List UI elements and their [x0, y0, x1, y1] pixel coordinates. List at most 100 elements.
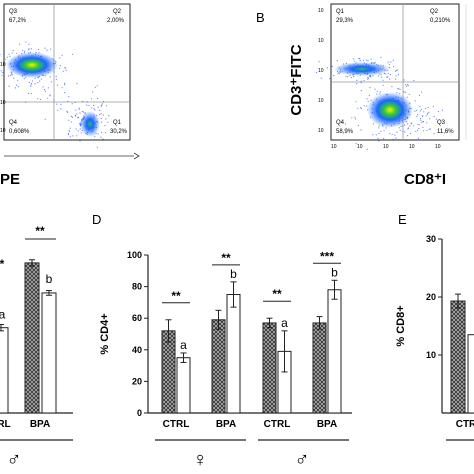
flow-event-dot	[316, 71, 318, 74]
flow-event-dot	[28, 81, 30, 83]
flow-event-dot	[49, 95, 51, 97]
flow-event-dot	[61, 54, 63, 56]
flow-event-dot	[30, 84, 32, 86]
flow-event-dot	[34, 83, 36, 85]
flow-event-dot	[47, 87, 49, 89]
flow-event-dot	[9, 74, 11, 76]
flow-event-dot	[353, 75, 355, 78]
flow-event-dot	[355, 101, 357, 103]
flow-event-dot	[407, 85, 409, 87]
flow-b-xtick: 10	[357, 144, 363, 150]
flow-event-dot	[407, 127, 410, 129]
flow-event-dot	[396, 131, 398, 133]
flow-event-dot	[75, 109, 77, 111]
flow-event-dot	[356, 83, 358, 85]
flow-event-dot	[78, 116, 80, 119]
flow-event-dot	[394, 78, 397, 80]
flow-event-dot	[420, 119, 422, 121]
flow-event-dot	[359, 60, 361, 62]
bar	[211, 319, 226, 414]
flow-b-q2-id: Q2	[430, 9, 439, 15]
flow-event-dot	[68, 130, 70, 132]
flow-event-dot	[429, 118, 431, 120]
flow-event-dot	[11, 52, 13, 54]
flow-event-dot	[352, 58, 354, 60]
flow-event-dot	[404, 91, 406, 93]
group-label-male: ♂	[295, 449, 310, 471]
flow-event-dot	[94, 135, 96, 137]
bar	[161, 330, 176, 414]
bar-letter-label: b	[331, 265, 338, 279]
significance-label: **	[35, 224, 45, 238]
flow-event-dot	[100, 104, 103, 106]
flow-event-dot	[351, 76, 353, 79]
flow-event-dot	[99, 114, 101, 116]
flow-event-dot	[399, 129, 401, 131]
flow-event-dot	[386, 76, 388, 78]
flow-event-dot	[92, 91, 94, 93]
bar-letter-label: a	[0, 308, 6, 322]
significance-label: **	[272, 287, 282, 301]
flow-event-dot	[428, 128, 430, 130]
flow-event-dot	[63, 84, 66, 86]
flow-event-dot	[100, 136, 102, 138]
flow-event-dot	[61, 87, 63, 89]
flow-event-dot	[67, 111, 69, 113]
y-axis-label: % CD8+	[395, 305, 407, 346]
flow-event-dot	[74, 114, 76, 116]
flow-event-dot	[92, 104, 95, 107]
flow-event-dot	[67, 134, 69, 136]
flow-event-dot	[414, 110, 416, 112]
flow-event-dot	[2, 71, 4, 73]
flow-event-dot	[330, 74, 332, 76]
flow-b-xtick: 10	[383, 144, 389, 150]
flow-b-y-label: CD3⁺FITC	[288, 44, 305, 115]
flow-b-q1-id: Q1	[336, 9, 345, 15]
flow-event-dot	[16, 52, 18, 54]
flow-event-dot	[11, 74, 13, 76]
y-tick-label: 20	[132, 376, 142, 386]
y-axis-label: % CD4+	[99, 313, 111, 354]
flow-event-dot	[25, 41, 27, 43]
flow-event-dot	[65, 67, 67, 69]
flow-event-dot	[407, 83, 409, 86]
flow-event-dot	[357, 107, 359, 109]
flow-event-dot	[403, 91, 405, 93]
bar-letter-label: b	[46, 272, 53, 286]
flow-event-dot	[77, 117, 79, 119]
flow-event-dot	[392, 138, 394, 140]
flow-event-dot	[336, 60, 338, 62]
flow-a-q1-id: Q3	[9, 9, 18, 15]
flow-event-dot	[409, 132, 412, 135]
flow-event-dot	[97, 133, 99, 135]
flow-event-dot	[441, 109, 443, 111]
group-label-male: ♂	[7, 449, 22, 471]
flow-event-dot	[16, 84, 18, 86]
flow-event-dot	[394, 70, 397, 72]
flow-event-dot	[407, 135, 409, 137]
flow-event-dot	[55, 75, 57, 77]
flow-event-dot	[417, 123, 419, 125]
flow-event-dot	[86, 101, 88, 103]
flow-event-dot	[37, 48, 40, 51]
flow-event-dot	[413, 80, 415, 82]
flow-event-dot	[377, 75, 379, 77]
flow-a-q4-pct: 30,2%	[110, 129, 128, 135]
flow-event-dot	[416, 109, 418, 111]
flow-event-dot	[69, 127, 71, 129]
flow-event-dot	[79, 140, 81, 142]
flow-event-dot	[432, 105, 434, 107]
flow-event-dot	[420, 108, 423, 110]
flow-event-dot	[6, 56, 8, 58]
flow-a-x-label: PE	[0, 171, 20, 188]
flow-event-dot	[387, 76, 389, 78]
flow-event-dot	[81, 110, 83, 113]
flow-event-dot	[391, 133, 393, 135]
flow-event-dot	[395, 137, 397, 139]
flow-b-ytick: 10	[318, 8, 324, 14]
flow-b-xtick: 10	[331, 144, 337, 150]
flow-event-dot	[99, 110, 101, 112]
flow-event-dot	[392, 59, 394, 62]
flow-event-dot	[78, 107, 80, 109]
flow-event-dot	[7, 75, 10, 77]
